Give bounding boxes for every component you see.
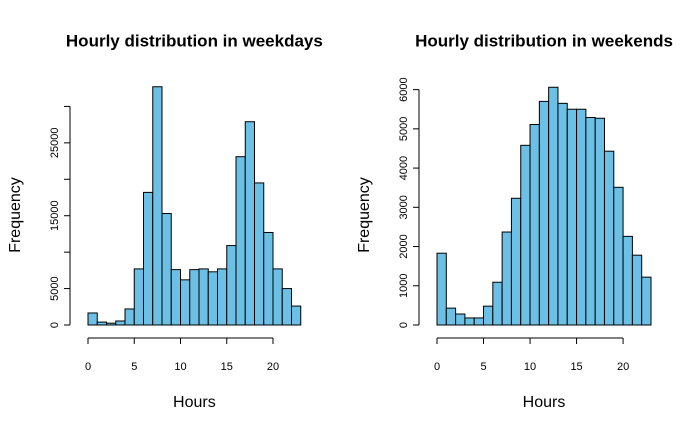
bar bbox=[622, 235, 633, 326]
bar bbox=[557, 102, 568, 326]
x-tick-label: 20 bbox=[267, 361, 279, 373]
bar bbox=[566, 108, 578, 326]
x-axis-title: Hours bbox=[523, 394, 566, 411]
x-axis-title: Hours bbox=[173, 394, 216, 411]
x-tick-label: 0 bbox=[85, 361, 91, 373]
bar bbox=[473, 317, 485, 326]
bar bbox=[87, 312, 98, 326]
bar bbox=[464, 317, 475, 326]
y-tick-label: 1000 bbox=[398, 274, 410, 298]
x-tick-label: 10 bbox=[524, 361, 536, 373]
bar bbox=[207, 271, 218, 326]
bar bbox=[198, 268, 209, 326]
bar bbox=[272, 268, 283, 326]
y-tick-label: 25000 bbox=[49, 128, 61, 159]
bar bbox=[170, 269, 181, 326]
bar bbox=[492, 281, 503, 326]
y-tick-label: 2000 bbox=[398, 234, 410, 258]
bar bbox=[226, 245, 237, 326]
chart-title: Hourly distribution in weekdays bbox=[66, 31, 323, 50]
x-tick-label: 10 bbox=[174, 361, 186, 373]
x-tick-label: 15 bbox=[570, 361, 582, 373]
x-tick-label: 20 bbox=[617, 361, 629, 373]
bar bbox=[263, 231, 274, 326]
y-tick-label: 3000 bbox=[398, 195, 410, 219]
x-tick-label: 15 bbox=[221, 361, 233, 373]
bar bbox=[180, 279, 191, 326]
x-tick-label: 5 bbox=[131, 361, 137, 373]
bar bbox=[529, 124, 540, 326]
y-tick-label: 5000 bbox=[49, 276, 61, 300]
bar bbox=[96, 321, 107, 326]
bar bbox=[189, 269, 200, 326]
bar bbox=[254, 182, 265, 326]
bar bbox=[631, 254, 643, 326]
bar bbox=[501, 231, 512, 326]
bar bbox=[436, 252, 447, 326]
bar bbox=[115, 320, 126, 326]
bar bbox=[483, 305, 494, 326]
bar bbox=[244, 121, 255, 326]
bar bbox=[445, 307, 457, 326]
bar bbox=[613, 186, 624, 326]
bar bbox=[124, 308, 135, 326]
y-tick-label: 0 bbox=[49, 322, 61, 328]
bar bbox=[538, 100, 550, 326]
bar bbox=[217, 268, 228, 326]
y-axis-title: Frequency bbox=[7, 177, 24, 253]
x-tick-label: 5 bbox=[480, 361, 486, 373]
bar bbox=[510, 197, 522, 326]
y-tick-label: 4000 bbox=[398, 156, 410, 180]
bar bbox=[143, 191, 154, 326]
bar bbox=[152, 86, 163, 326]
bar bbox=[281, 288, 292, 326]
bar bbox=[576, 108, 587, 326]
bar bbox=[641, 276, 652, 326]
chart-title: Hourly distribution in weekends bbox=[415, 31, 673, 50]
y-tick-label: 6000 bbox=[398, 77, 410, 101]
bar bbox=[594, 117, 605, 326]
bar bbox=[235, 156, 246, 326]
y-tick-label: 5000 bbox=[398, 117, 410, 141]
bar bbox=[291, 305, 302, 326]
bar bbox=[161, 213, 172, 326]
bar bbox=[455, 313, 466, 326]
bar bbox=[133, 268, 144, 326]
y-tick-label: 15000 bbox=[49, 200, 61, 231]
x-tick-label: 0 bbox=[434, 361, 440, 373]
bar bbox=[548, 86, 559, 326]
y-axis-title: Frequency bbox=[356, 177, 373, 253]
bar bbox=[585, 116, 596, 326]
bar bbox=[106, 322, 117, 326]
bar bbox=[603, 150, 615, 326]
bar bbox=[520, 144, 531, 326]
y-tick-label: 0 bbox=[398, 322, 410, 328]
